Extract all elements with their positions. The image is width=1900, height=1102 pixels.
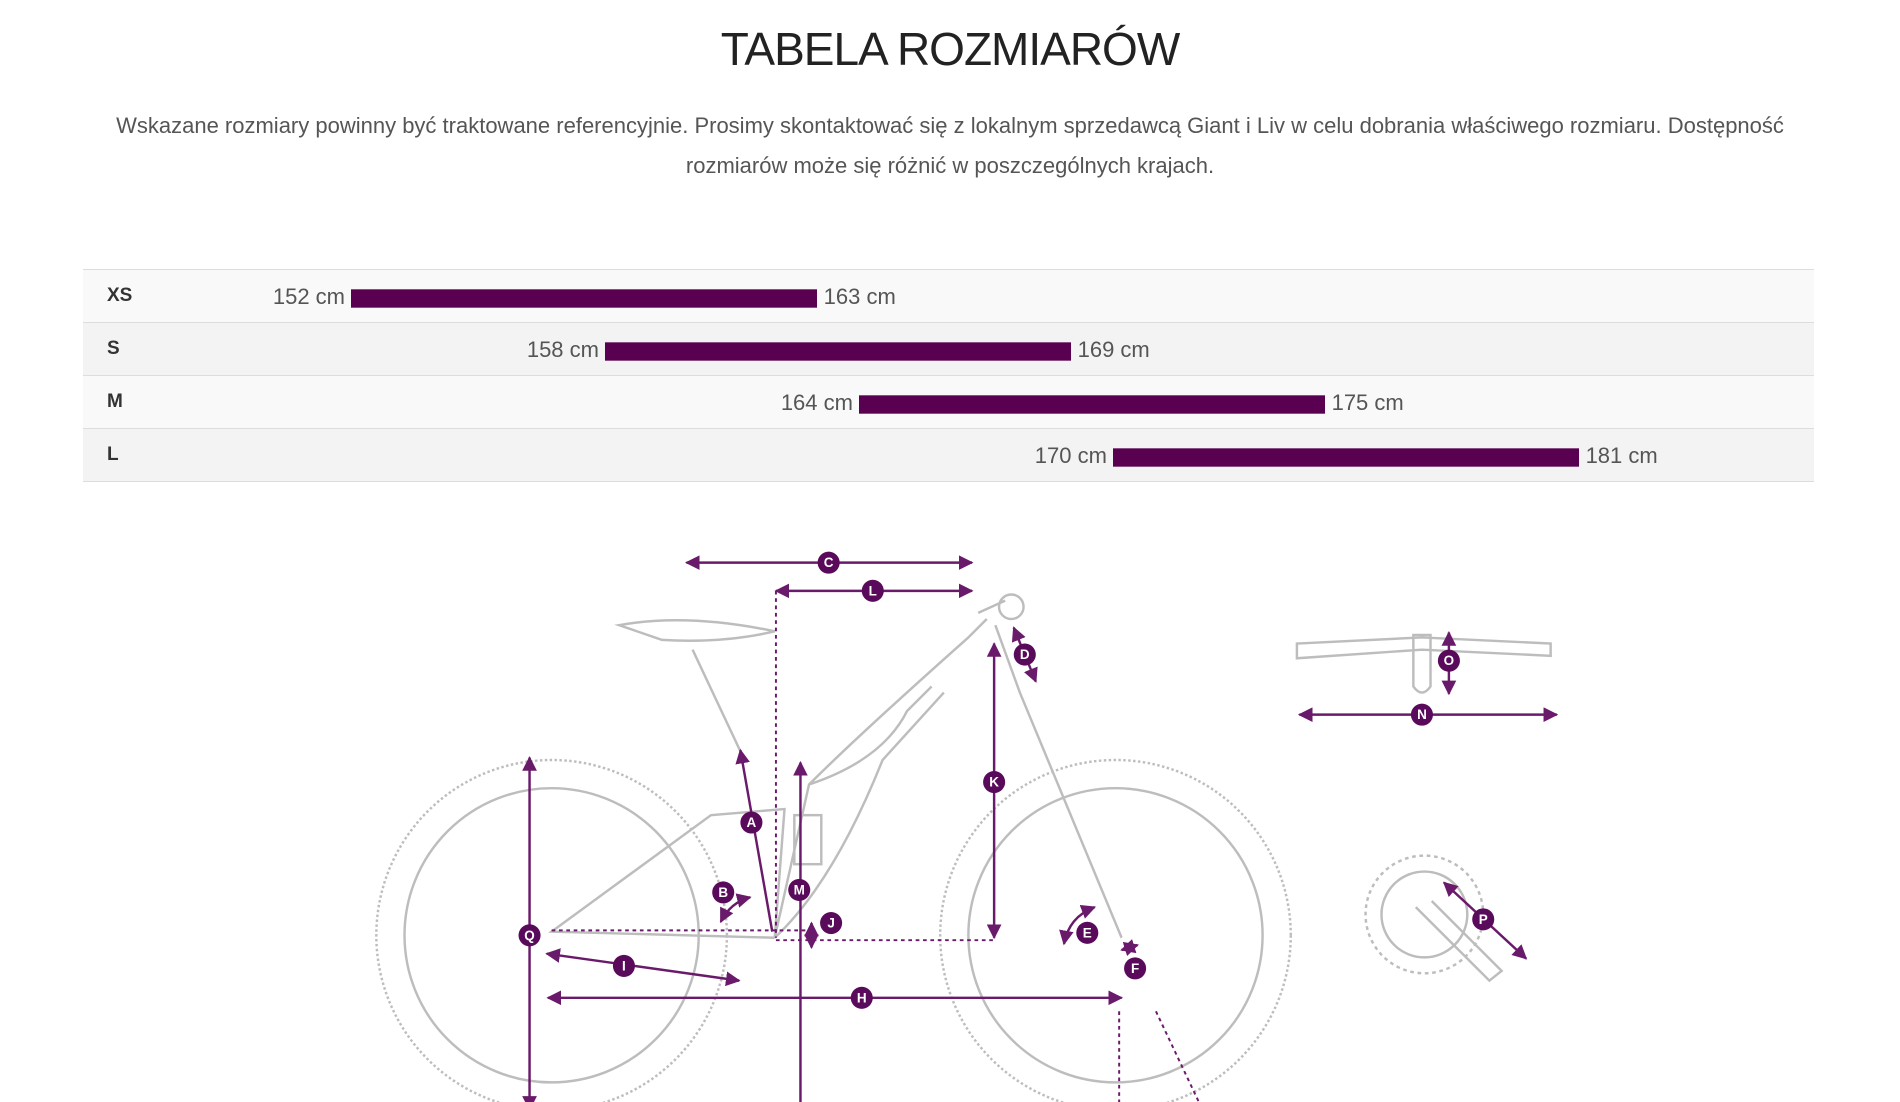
size-row: M 164 cm 175 cm bbox=[83, 376, 1814, 429]
size-row: XS 152 cm 163 cm bbox=[83, 270, 1814, 323]
svg-text:D: D bbox=[1020, 647, 1030, 662]
svg-text:M: M bbox=[794, 882, 805, 897]
max-height-label: 181 cm bbox=[1585, 443, 1658, 468]
size-label: XS bbox=[107, 285, 133, 306]
dimension-badge-F: F bbox=[1124, 957, 1147, 980]
dimension-badge-C: C bbox=[817, 551, 840, 574]
min-height-label: 158 cm bbox=[526, 337, 599, 362]
dimension-badge-H: H bbox=[850, 986, 873, 1009]
dimension-badge-L: L bbox=[861, 579, 884, 602]
min-height-label: 170 cm bbox=[1034, 443, 1107, 468]
svg-text:H: H bbox=[857, 990, 867, 1005]
dimension-badge-A: A bbox=[740, 811, 763, 834]
svg-text:K: K bbox=[989, 775, 999, 790]
dimension-badge-P: P bbox=[1472, 908, 1495, 931]
dimension-badge-J: J bbox=[820, 912, 843, 935]
dimension-lines bbox=[522, 555, 1559, 1102]
svg-text:Q: Q bbox=[524, 928, 534, 943]
size-table: XS 152 cm 163 cm S 158 cm 169 cm M 164 cm 175 … bbox=[83, 269, 1814, 482]
svg-text:C: C bbox=[824, 555, 834, 570]
dimension-badge-M: M bbox=[788, 878, 811, 901]
size-label: M bbox=[107, 391, 123, 412]
svg-text:J: J bbox=[827, 916, 834, 931]
dimension-badge-B: B bbox=[712, 881, 735, 904]
size-label: L bbox=[107, 444, 119, 465]
min-height-label: 164 cm bbox=[780, 390, 853, 415]
range-bar bbox=[858, 395, 1325, 414]
svg-text:O: O bbox=[1444, 653, 1454, 668]
dimension-badge-E: E bbox=[1076, 921, 1099, 944]
svg-text:F: F bbox=[1131, 961, 1139, 976]
range-bar bbox=[351, 289, 817, 308]
dimension-badge-O: O bbox=[1437, 649, 1460, 672]
dimension-badge-I: I bbox=[612, 954, 635, 977]
svg-text:B: B bbox=[718, 885, 728, 900]
dimension-badge-D: D bbox=[1013, 643, 1036, 666]
range-bar bbox=[1112, 448, 1579, 467]
size-row: L 170 cm 181 cm bbox=[83, 429, 1814, 482]
size-row: S 158 cm 169 cm bbox=[83, 323, 1814, 376]
size-label: S bbox=[107, 338, 120, 359]
dimension-badge-K: K bbox=[983, 771, 1006, 794]
dimension-badge-N: N bbox=[1410, 703, 1433, 726]
max-height-label: 169 cm bbox=[1077, 337, 1150, 362]
range-bar bbox=[604, 342, 1071, 361]
svg-text:L: L bbox=[869, 583, 877, 598]
size-disclaimer: Wskazane rozmiary powinny być traktowane… bbox=[116, 113, 1784, 178]
svg-text:N: N bbox=[1417, 707, 1427, 722]
svg-text:P: P bbox=[1479, 912, 1488, 927]
svg-text:E: E bbox=[1083, 925, 1092, 940]
max-height-label: 163 cm bbox=[823, 284, 896, 309]
svg-text:A: A bbox=[747, 815, 757, 830]
min-height-label: 152 cm bbox=[272, 284, 345, 309]
bike-drawing bbox=[375, 593, 1552, 1102]
max-height-label: 175 cm bbox=[1331, 390, 1404, 415]
dimension-badge-Q: Q bbox=[518, 924, 541, 947]
page-title: TABELA ROZMIARÓW bbox=[720, 23, 1181, 75]
svg-text:I: I bbox=[622, 958, 626, 973]
